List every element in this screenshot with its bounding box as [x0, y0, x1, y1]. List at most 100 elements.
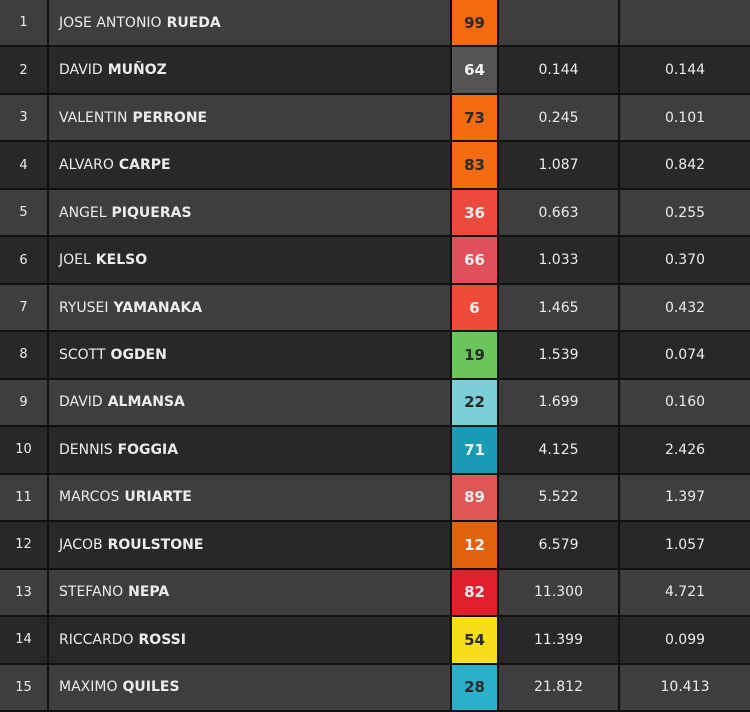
interval-time: 0.160 — [620, 379, 750, 426]
position: 8 — [0, 332, 47, 378]
rider-name: DAVID MUÑOZ — [49, 47, 450, 93]
gap-time: 11.399 — [499, 617, 618, 663]
last-name: PERRONE — [132, 109, 208, 126]
rider-number: 71 — [452, 427, 497, 473]
position: 9 — [0, 379, 47, 426]
position: 13 — [0, 569, 47, 616]
first-name: VALENTIN — [59, 109, 128, 126]
rider-number: 19 — [452, 332, 497, 378]
rider-name: MAXIMOQUILESP — [49, 664, 479, 710]
rider-name: RICCARDOROSSIP — [49, 617, 479, 663]
first-name: DAVID — [59, 394, 103, 411]
gap-time: 6.579 — [499, 522, 618, 568]
first-name: STEFANO — [59, 584, 124, 601]
position: 10 — [0, 427, 47, 473]
rider-name: JOSE ANTONIORUEDAP — [49, 0, 479, 46]
first-name: JOEL — [59, 252, 91, 269]
rider-number: 64 — [452, 47, 497, 93]
gap-time: 0.245 — [499, 94, 618, 141]
position: 6 — [0, 237, 47, 283]
rider-name: MARCOSURIARTEP — [49, 474, 479, 521]
position: 3 — [0, 94, 47, 141]
interval-time: 0.101 — [620, 94, 750, 141]
position: 12 — [0, 522, 47, 568]
gap-time: 4.125 — [499, 427, 618, 473]
gap-time: 1.465 — [499, 284, 618, 331]
rider-number: 54 — [452, 617, 497, 663]
last-name: RUEDA — [166, 14, 221, 31]
last-name: NEPA — [128, 584, 170, 601]
rider-name: STEFANONEPAP — [49, 569, 479, 616]
last-name: URIARTE — [124, 489, 192, 506]
position: 4 — [0, 142, 47, 188]
first-name: RYUSEI — [59, 299, 109, 316]
position: 5 — [0, 189, 47, 236]
rider-number: 89 — [452, 474, 497, 521]
first-name: ANGEL — [59, 204, 107, 221]
rider-name: DAVIDALMANSAP — [49, 379, 479, 426]
last-name: PIQUERAS — [111, 204, 192, 221]
rider-number: 12 — [452, 522, 497, 568]
gap-time: 1.087 — [499, 142, 618, 188]
rider-number: 36 — [452, 189, 497, 236]
position: 11 — [0, 474, 47, 521]
table-row: 2 DAVID MUÑOZ 64 0.144 0.144 — [0, 47, 750, 94]
position: 14 — [0, 617, 47, 663]
rider-number: 28 — [452, 664, 497, 710]
gap-time: 0.663 — [499, 189, 618, 236]
rider-name: ALVAROCARPEP — [49, 142, 479, 188]
gap-time — [499, 0, 618, 46]
rider-name: JOELKELSOP — [49, 237, 479, 283]
interval-time: 0.144 — [620, 47, 750, 93]
rider-name: SCOTTOGDENP — [49, 332, 479, 378]
interval-time: 10.413 — [620, 664, 750, 710]
interval-time: 1.057 — [620, 522, 750, 568]
rider-number: 22 — [452, 379, 497, 426]
gap-time: 5.522 — [499, 474, 618, 521]
interval-time: 0.255 — [620, 189, 750, 236]
rider-name: VALENTINPERRONEP — [49, 94, 479, 141]
last-name: ALMANSA — [107, 394, 185, 411]
rider-number: 83 — [452, 142, 497, 188]
interval-time: 0.432 — [620, 284, 750, 331]
interval-time: 0.099 — [620, 617, 750, 663]
last-name: KELSO — [95, 252, 148, 269]
first-name: JACOB — [59, 536, 103, 553]
rider-number: 82 — [452, 569, 497, 616]
rider-number: 66 — [452, 237, 497, 283]
first-name: ALVARO — [59, 157, 114, 174]
first-name: DENNIS — [59, 441, 113, 458]
position: 2 — [0, 47, 47, 93]
interval-time: 0.074 — [620, 332, 750, 378]
first-name: JOSE ANTONIO — [59, 14, 162, 31]
rider-name: DENNISFOGGIAP — [49, 427, 479, 473]
interval-time: 1.397 — [620, 474, 750, 521]
last-name: ROULSTONE — [107, 536, 204, 553]
first-name: MAXIMO — [59, 679, 118, 696]
rider-number: 73 — [452, 94, 497, 141]
interval-time — [620, 0, 750, 46]
table-row: 5 ANGEL PIQUERAS 36 0.663 0.255 — [0, 189, 750, 237]
gap-time: 1.699 — [499, 379, 618, 426]
first-name: RICCARDO — [59, 631, 134, 648]
rider-number: 99 — [452, 0, 497, 46]
gap-time: 0.144 — [499, 47, 618, 93]
interval-time: 0.842 — [620, 142, 750, 188]
last-name: ROSSI — [138, 631, 186, 648]
interval-time: 0.370 — [620, 237, 750, 283]
position: 1 — [0, 0, 47, 46]
first-name: DAVID — [59, 62, 103, 79]
rider-number: 6 — [452, 284, 497, 331]
rider-name: JACOBROULSTONEP — [49, 522, 479, 568]
last-name: YAMANAKA — [113, 299, 203, 316]
